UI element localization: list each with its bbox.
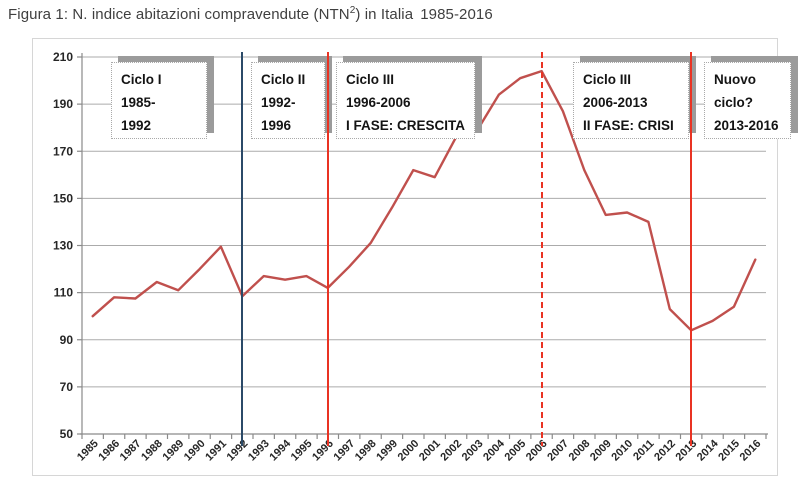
x-tick-label: 2015 bbox=[716, 438, 742, 464]
x-tick-label: 1990 bbox=[182, 438, 208, 464]
y-tick-label: 90 bbox=[60, 333, 74, 347]
y-tick-label: 110 bbox=[54, 286, 74, 300]
x-tick-label: 1987 bbox=[118, 438, 144, 464]
x-tick-label: 2009 bbox=[588, 438, 614, 464]
x-tick-label: 2002 bbox=[438, 438, 464, 464]
data-line-ntn-index bbox=[91, 69, 757, 332]
figure-title-superscript: 2 bbox=[349, 5, 356, 16]
x-tick-label: 1985 bbox=[75, 438, 101, 464]
x-tick-label: 1996 bbox=[310, 438, 336, 464]
x-tick-label: 2008 bbox=[567, 438, 593, 464]
y-tick-label: 70 bbox=[60, 380, 74, 394]
figure-title-period: 1985-2016 bbox=[420, 6, 493, 23]
x-tick-label: 2012 bbox=[652, 438, 678, 464]
x-tick-label: 2000 bbox=[396, 438, 422, 464]
y-tick-label: 130 bbox=[53, 239, 73, 253]
x-tick-label: 1998 bbox=[353, 438, 379, 464]
y-tick-label: 50 bbox=[60, 427, 74, 441]
x-tick-label: 2010 bbox=[609, 438, 635, 464]
figure-title-text: Figura 1: N. indice abitazioni compraven… bbox=[8, 6, 350, 23]
x-tick-label: 2016 bbox=[738, 438, 764, 464]
figure-title-suffix: ) in Italia bbox=[355, 6, 414, 23]
y-tick-label: 170 bbox=[53, 144, 73, 158]
x-tick-label: 2001 bbox=[417, 438, 443, 464]
x-tick-label: 1986 bbox=[96, 438, 122, 464]
x-tick-label: 1997 bbox=[332, 438, 358, 464]
x-tick-label: 1989 bbox=[161, 438, 187, 464]
x-tick-label: 1993 bbox=[246, 438, 272, 464]
x-tick-label: 2007 bbox=[545, 438, 571, 464]
x-tick-label: 2011 bbox=[631, 438, 656, 463]
x-tick-label: 1995 bbox=[289, 438, 315, 464]
x-tick-label: 1999 bbox=[374, 438, 400, 464]
x-tick-label: 1988 bbox=[139, 438, 165, 464]
chart-frame bbox=[32, 38, 778, 476]
y-tick-label: 150 bbox=[53, 191, 73, 205]
figure-title: Figura 1: N. indice abitazioni compraven… bbox=[8, 5, 493, 23]
x-tick-label: 2006 bbox=[524, 438, 550, 464]
x-tick-label: 1994 bbox=[267, 437, 293, 463]
y-tick-label: 210 bbox=[53, 50, 73, 64]
x-tick-label: 1992 bbox=[225, 438, 251, 464]
x-tick-label: 2005 bbox=[503, 438, 529, 464]
x-tick-label: 2014 bbox=[695, 437, 721, 463]
x-tick-label: 2004 bbox=[481, 437, 507, 463]
x-tick-label: 2003 bbox=[460, 438, 486, 464]
x-tick-label: 1991 bbox=[203, 438, 229, 464]
y-tick-label: 190 bbox=[53, 97, 73, 111]
x-tick-label: 2013 bbox=[674, 438, 700, 464]
